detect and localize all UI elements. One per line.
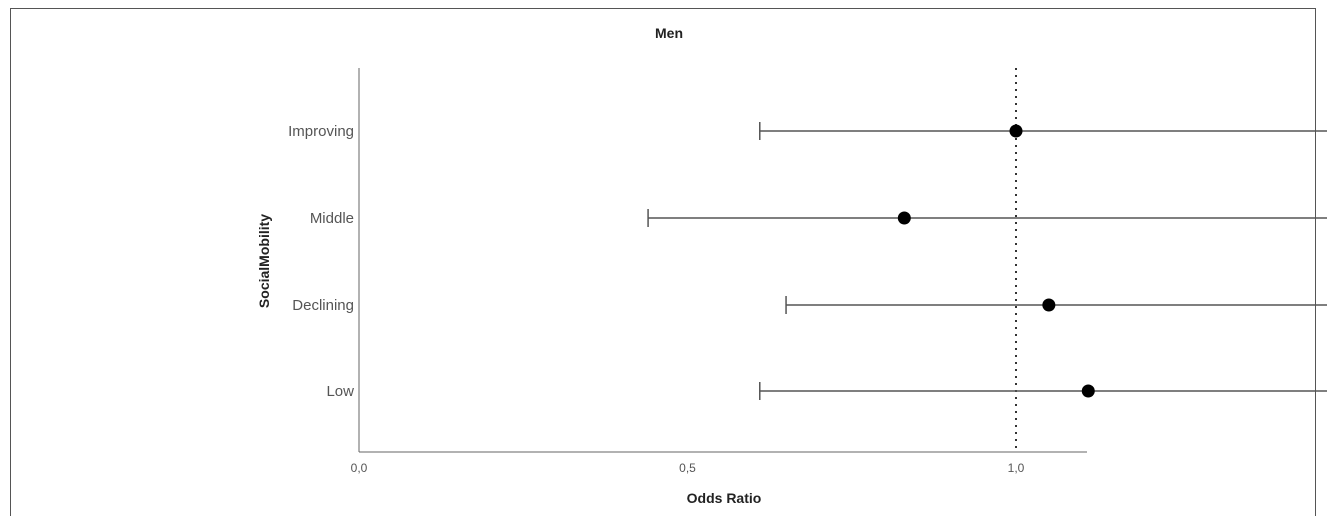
- estimate-point: [1009, 124, 1023, 138]
- category-label: Improving: [288, 123, 354, 140]
- estimate-point: [1081, 384, 1095, 398]
- x-tick-label: 1,0: [1008, 461, 1025, 475]
- x-tick-label: 0,5: [679, 461, 696, 475]
- estimate-point: [897, 211, 911, 225]
- category-label: Low: [326, 383, 354, 400]
- y-axis-title: SocialMobility: [256, 214, 272, 308]
- x-axis-title: Odds Ratio: [687, 490, 762, 506]
- category-label: Declining: [292, 297, 354, 314]
- chart-title: Men: [655, 25, 683, 41]
- chart-frame: [10, 8, 1316, 516]
- estimate-point: [1042, 298, 1056, 312]
- category-label: Middle: [310, 210, 354, 227]
- x-tick-label: 0,0: [351, 461, 368, 475]
